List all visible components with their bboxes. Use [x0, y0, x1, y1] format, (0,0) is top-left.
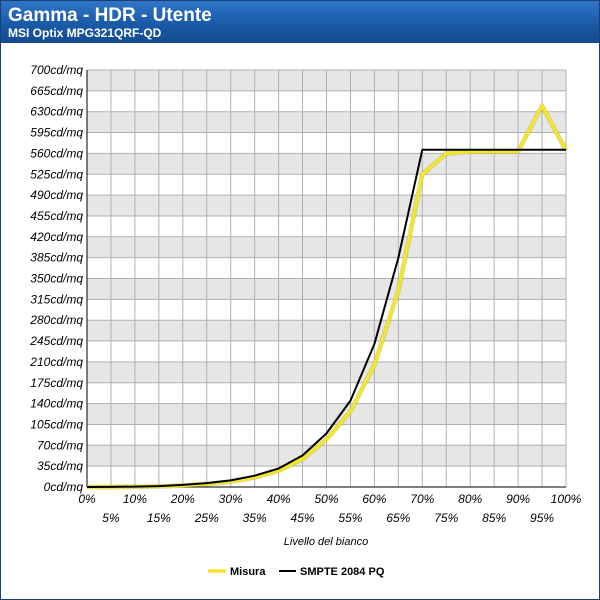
x-tick-label: 100%: [551, 492, 582, 506]
x-tick-label: 85%: [482, 511, 506, 525]
x-tick-label: 20%: [170, 492, 195, 506]
y-tick-label: 210cd/mq: [29, 355, 83, 369]
y-tick-label: 280cd/mq: [29, 313, 83, 327]
series-line-smpte-2084-pq: [86, 148, 566, 488]
chart-header: Gamma - HDR - Utente MSI Optix MPG321QRF…: [1, 1, 599, 43]
x-tick-label: 30%: [219, 492, 243, 506]
x-tick-label: 50%: [314, 492, 338, 506]
y-tick-label: 595cd/mq: [30, 126, 83, 140]
x-tick-label: 90%: [506, 492, 530, 506]
y-tick-label: 700cd/mq: [30, 63, 83, 77]
y-tick-label: 0cd/mq: [44, 480, 84, 494]
y-tick-label: 35cd/mq: [37, 459, 83, 473]
y-tick-label: 140cd/mq: [30, 397, 83, 411]
y-tick-label: 105cd/mq: [30, 417, 83, 431]
x-axis-label: Livello del bianco: [284, 536, 368, 548]
y-tick-label: 525cd/mq: [30, 167, 83, 181]
x-tick-label: 45%: [291, 511, 315, 525]
y-tick-label: 420cd/mq: [30, 230, 83, 244]
x-tick-label: 15%: [147, 511, 171, 525]
x-tick-label: 55%: [338, 511, 362, 525]
y-tick-labels: 0cd/mq 35cd/mq 70cd/mq 105cd/mq 140cd/mq 175c…: [29, 63, 83, 494]
legend-label-misura: Misura: [230, 566, 266, 578]
series-lines: [86, 103, 569, 490]
legend: Misura SMPTE 2084 PQ: [208, 566, 385, 578]
x-tick-label: 70%: [410, 492, 434, 506]
y-tick-label: 350cd/mq: [30, 272, 83, 286]
x-tick-label: 10%: [123, 492, 147, 506]
grid-lines: [86, 69, 567, 488]
chart-title: Gamma - HDR - Utente: [8, 5, 212, 26]
x-tick-label: 60%: [362, 492, 386, 506]
y-tick-label: 665cd/mq: [30, 84, 83, 98]
legend-label-smpte: SMPTE 2084 PQ: [300, 566, 385, 578]
y-tick-label: 560cd/mq: [30, 146, 83, 160]
chart-subtitle: MSI Optix MPG321QRF-QD: [8, 26, 162, 40]
x-tick-label: 35%: [243, 511, 267, 525]
x-tick-labels: 0% 5%10%15% 20% 25%30%35%40%45% 50%55%60%65%…: [78, 492, 581, 525]
y-tick-label: 70cd/mq: [37, 438, 83, 452]
x-tick-label: 75%: [434, 511, 458, 525]
y-tick-label: 175cd/mq: [30, 376, 83, 390]
x-tick-label: 0%: [78, 492, 96, 506]
x-tick-label: 80%: [458, 492, 482, 506]
y-tick-label: 490cd/mq: [30, 188, 83, 202]
y-tick-label: 245cd/mq: [29, 334, 83, 348]
x-tick-label: 65%: [386, 511, 410, 525]
y-tick-label: 455cd/mq: [30, 209, 83, 223]
x-tick-label: 95%: [530, 511, 554, 525]
x-tick-label: 40%: [267, 492, 291, 506]
x-tick-label: 25%: [194, 511, 219, 525]
x-tick-label: 5%: [102, 511, 120, 525]
y-tick-label: 630cd/mq: [30, 105, 83, 119]
y-tick-label: 315cd/mq: [30, 292, 83, 306]
y-tick-label: 385cd/mq: [30, 251, 83, 265]
